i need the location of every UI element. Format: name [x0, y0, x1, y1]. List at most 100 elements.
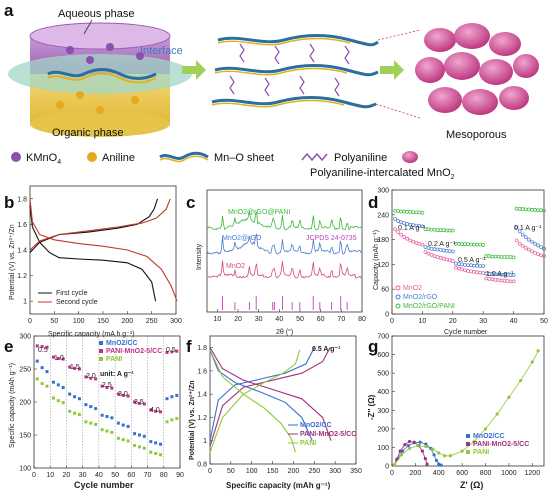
data-point	[142, 434, 146, 438]
data-point	[511, 279, 516, 284]
y-tick-label: 60	[381, 287, 389, 294]
data-point	[137, 433, 141, 437]
x-tick-label: 50	[111, 472, 119, 479]
data-point	[530, 360, 534, 364]
data-point	[84, 375, 88, 379]
x-tick-label: 50	[296, 316, 304, 323]
x-tick-label: 40	[510, 318, 518, 325]
x-tick-label: 10	[419, 318, 427, 325]
data-point	[159, 442, 163, 446]
data-point	[159, 410, 163, 414]
discharge-curve	[209, 349, 313, 441]
rate-labels: 0.5 1.0 1.5 2.0 2.5 3.0 3.5 4.0 0.5	[38, 347, 176, 414]
data-point	[431, 447, 435, 451]
data-point	[40, 382, 44, 386]
legend-marker	[99, 349, 103, 353]
data-point	[137, 401, 141, 405]
legend-marker	[99, 341, 103, 345]
xrd-pattern	[206, 233, 362, 255]
two-phase-cylinder	[8, 22, 192, 137]
rate-label: 0.1 A g⁻¹	[398, 225, 426, 232]
data-point	[105, 385, 109, 389]
data-point	[399, 453, 403, 457]
data-point	[133, 432, 137, 436]
data-point	[505, 255, 510, 259]
y-tick-label: 1.6	[197, 368, 207, 375]
data-point	[429, 253, 434, 257]
data-point	[426, 251, 431, 256]
rate-label: 2.5	[102, 382, 112, 389]
data-point	[405, 210, 410, 214]
data-point	[523, 246, 528, 250]
data-point	[432, 227, 437, 232]
data-point	[100, 428, 104, 432]
y-axis-label: Capacity (mAh g⁻¹)	[373, 230, 380, 290]
y-tick-label: 180	[377, 237, 389, 244]
interface-label: Interface	[140, 45, 183, 57]
data-point	[438, 248, 443, 252]
charge-curve	[209, 347, 315, 441]
data-point	[469, 269, 473, 274]
data-points	[392, 349, 540, 467]
rate-label: 0.5 A g⁻¹	[458, 257, 486, 264]
data-point	[35, 359, 39, 363]
data-point	[393, 217, 397, 221]
panel-e: e 0 10 20 30 40 50 60 70 80 90 100 150 200 250 300 0.5…	[4, 334, 184, 491]
legend-marker	[395, 285, 401, 291]
y-tick-label: 250	[19, 367, 31, 374]
data-point	[439, 463, 443, 467]
data-point	[61, 401, 65, 405]
rate-label: 1.0 A g⁻¹	[486, 271, 514, 278]
data-point	[493, 254, 498, 259]
data-point	[483, 427, 488, 431]
data-point	[523, 207, 528, 212]
legend-mno2-cc: MnO2/CC	[106, 340, 138, 347]
data-point	[475, 263, 479, 268]
data-point	[423, 245, 428, 249]
panel-f-letter: f	[186, 337, 192, 356]
data-points	[35, 336, 179, 468]
data-point	[542, 254, 546, 258]
data-point	[539, 208, 543, 213]
x-tick-label: 100	[73, 318, 85, 325]
y-tick-label: 150	[19, 433, 31, 440]
data-point	[520, 243, 525, 248]
y-tick-label: 1.8	[197, 345, 207, 352]
data-point	[77, 413, 81, 417]
data-point	[165, 351, 169, 354]
data-point	[398, 449, 402, 453]
y-tick-label: 1.6	[17, 222, 27, 229]
x-tick-label: 10	[46, 472, 54, 479]
data-point	[61, 357, 65, 361]
data-point	[496, 254, 501, 259]
data-point	[481, 243, 486, 247]
data-point	[424, 444, 428, 449]
data-point	[539, 253, 543, 258]
x-tick-label: 50	[227, 468, 235, 475]
organic-phase-label: Organic phase	[52, 127, 124, 139]
y-axis-label: Potential (V) vs. Zn²⁺/Zn	[9, 224, 16, 300]
data-point	[536, 208, 540, 213]
data-point	[393, 227, 397, 232]
data-point	[121, 438, 125, 442]
x-axis-label: Cycle number	[74, 480, 134, 490]
data-point	[89, 376, 93, 380]
data-point	[399, 209, 403, 214]
panel-c-letter: c	[186, 193, 195, 212]
data-point	[84, 420, 88, 424]
data-point	[175, 349, 179, 353]
data-point	[133, 444, 137, 448]
data-point	[165, 420, 169, 424]
data-point	[45, 370, 49, 374]
legend-pani: PANI	[473, 449, 489, 456]
data-point	[399, 220, 403, 225]
label-mno2: MnO2	[226, 263, 245, 270]
data-points	[393, 206, 546, 284]
aniline-icon	[87, 152, 97, 162]
data-point	[520, 232, 525, 237]
charge-curve	[209, 349, 301, 453]
data-point	[94, 422, 98, 426]
legend-second: Second cycle	[56, 299, 98, 306]
data-point	[447, 258, 452, 263]
data-point	[539, 245, 543, 249]
